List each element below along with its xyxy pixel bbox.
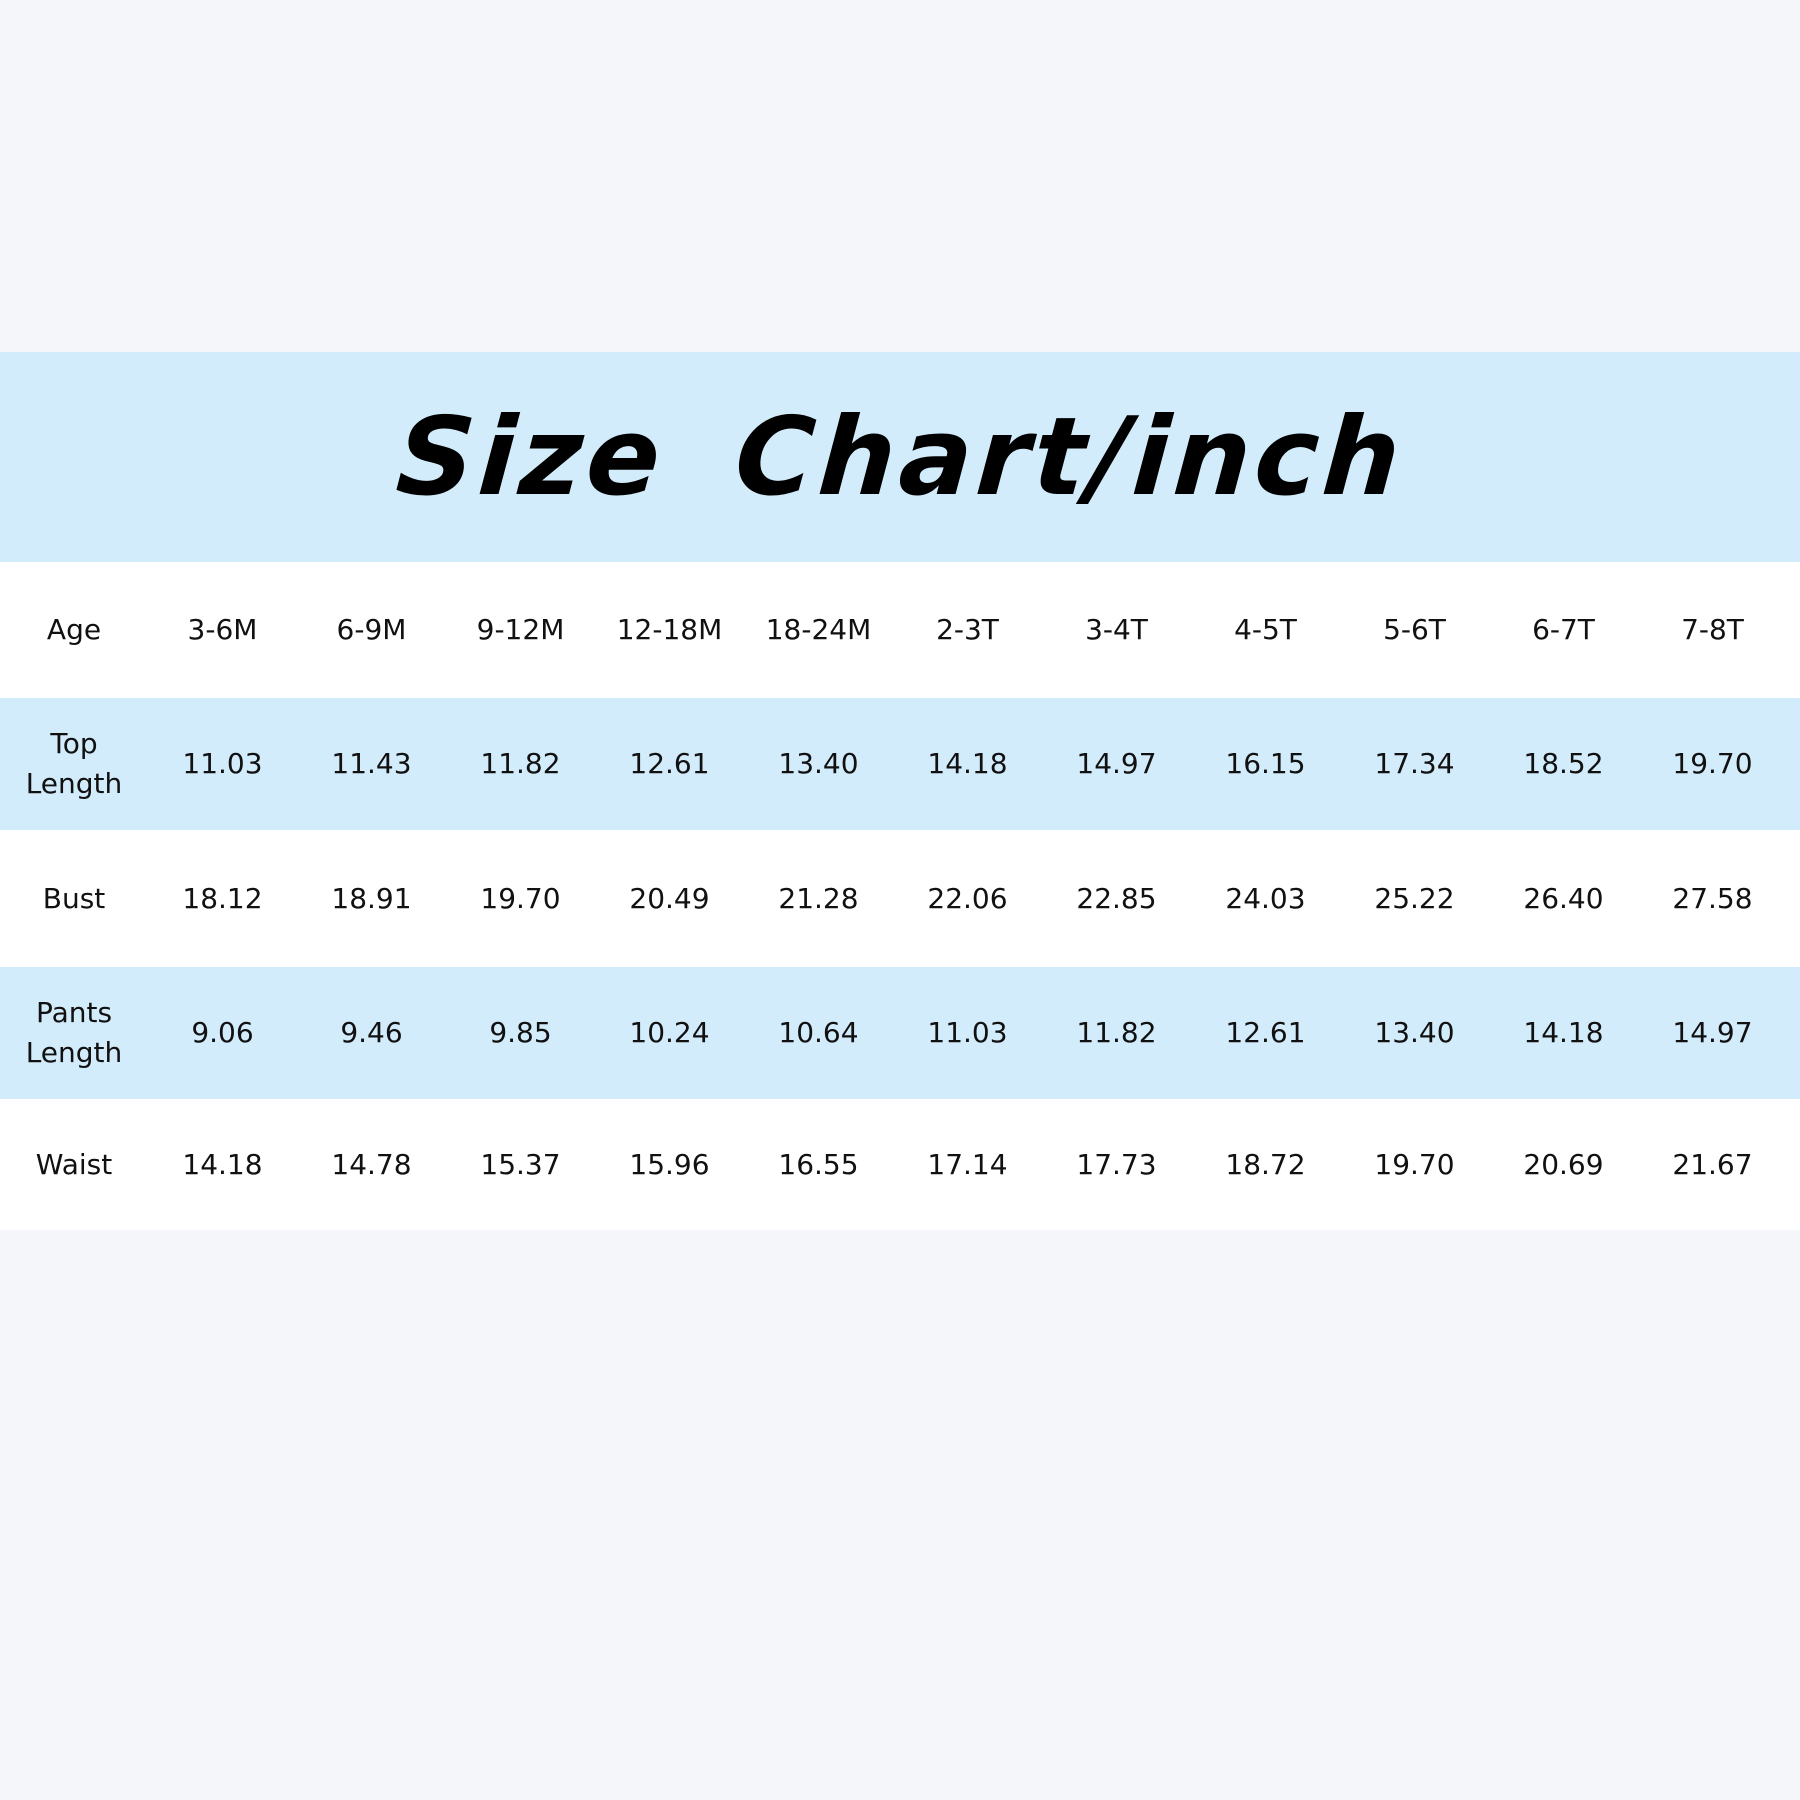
column-header: 6-7T <box>1532 613 1595 646</box>
table-cell: 11.82 <box>480 747 561 780</box>
table-row: Pants Length 9.06 9.46 9.85 10.24 10.64 11.03 11… <box>0 967 1800 1099</box>
table-cell: 13.40 <box>778 747 859 780</box>
row-label-line: Pants <box>35 996 113 1029</box>
size-table: Age 3-6M 6-9M 9-12M 12-18M 18-24M 2-3T 3-4T 4-5… <box>0 562 1800 1230</box>
table-cell: 22.06 <box>927 881 1008 915</box>
table-cell: 16.15 <box>1225 747 1306 780</box>
table-cell: 14.97 <box>1076 747 1157 780</box>
table-cell: 10.24 <box>629 1016 710 1049</box>
table-cell: 14.97 <box>1672 1016 1753 1049</box>
table-cell: 14.18 <box>182 1147 263 1181</box>
row-label-line: Length <box>25 1036 123 1069</box>
table-cell: 27.58 <box>1672 881 1753 915</box>
row-label: Age <box>46 613 102 646</box>
row-label: Top Length <box>0 724 148 804</box>
table-cell: 18.52 <box>1523 747 1604 780</box>
table-cell: 22.85 <box>1076 881 1157 915</box>
table-cell: 12.61 <box>1225 1016 1306 1049</box>
column-header: 6-9M <box>336 613 407 646</box>
table-cell: 11.03 <box>182 747 263 780</box>
header-row: Age 3-6M 6-9M 9-12M 12-18M 18-24M 2-3T 3-4T 4-5… <box>0 562 1800 698</box>
table-cell: 14.78 <box>331 1147 412 1181</box>
title-band: Size Chart/inch <box>0 352 1800 562</box>
table-cell: 14.18 <box>927 747 1008 780</box>
table-cell: 14.18 <box>1523 1016 1604 1049</box>
table-cell: 10.64 <box>778 1016 859 1049</box>
column-header: 3-6M <box>187 613 258 646</box>
table-cell: 19.70 <box>1374 1147 1455 1181</box>
table-cell: 17.34 <box>1374 747 1455 780</box>
table-cell: 17.14 <box>927 1147 1008 1181</box>
table-cell: 15.96 <box>629 1147 710 1181</box>
column-header: 5-6T <box>1383 613 1446 646</box>
column-header: 12-18M <box>616 613 723 646</box>
table-cell: 18.72 <box>1225 1147 1306 1181</box>
table-cell: 20.49 <box>629 881 710 915</box>
table-cell: 11.82 <box>1076 1016 1157 1049</box>
table-cell: 26.40 <box>1523 881 1604 915</box>
table-cell: 19.70 <box>480 881 561 915</box>
column-header: 3-4T <box>1085 613 1148 646</box>
table-cell: 25.22 <box>1374 881 1455 915</box>
table-cell: 21.28 <box>778 881 859 915</box>
table-cell: 18.12 <box>182 881 263 915</box>
table-cell: 11.43 <box>331 747 412 780</box>
table-row: Top Length 11.03 11.43 11.82 12.61 13.40 14.18 1… <box>0 698 1800 830</box>
table-cell: 12.61 <box>629 747 710 780</box>
page-title: Size Chart/inch <box>392 394 1408 520</box>
table-cell: 21.67 <box>1672 1147 1753 1181</box>
row-label: Bust <box>0 879 148 919</box>
table-row: Waist 14.18 14.78 15.37 15.96 16.55 17.14 17.73… <box>0 1099 1800 1230</box>
column-header: 18-24M <box>765 613 872 646</box>
column-header: 4-5T <box>1234 613 1297 646</box>
table-cell: 9.06 <box>191 1016 254 1049</box>
table-row: Bust 18.12 18.91 19.70 20.49 21.28 22.06 22.85 2… <box>0 830 1800 967</box>
table-cell: 19.70 <box>1672 747 1753 780</box>
table-cell: 17.73 <box>1076 1147 1157 1181</box>
table-cell: 9.85 <box>489 1016 552 1049</box>
table-cell: 24.03 <box>1225 881 1306 915</box>
row-label: Waist <box>0 1145 148 1185</box>
column-header: 9-12M <box>476 613 565 646</box>
table-cell: 11.03 <box>927 1016 1008 1049</box>
table-cell: 9.46 <box>340 1016 403 1049</box>
table-cell: 16.55 <box>778 1147 859 1181</box>
row-label-line: Waist <box>35 1147 113 1181</box>
row-label: Pants Length <box>0 993 148 1073</box>
column-header: 2-3T <box>936 613 999 646</box>
column-header: 7-8T <box>1681 613 1744 646</box>
table-cell: 13.40 <box>1374 1016 1455 1049</box>
row-label-line: Length <box>25 767 123 800</box>
table-cell: 20.69 <box>1523 1147 1604 1181</box>
table-cell: 18.91 <box>331 881 412 915</box>
row-label-line: Top <box>50 727 98 760</box>
table-cell: 15.37 <box>480 1147 561 1181</box>
row-label-line: Bust <box>42 881 106 915</box>
